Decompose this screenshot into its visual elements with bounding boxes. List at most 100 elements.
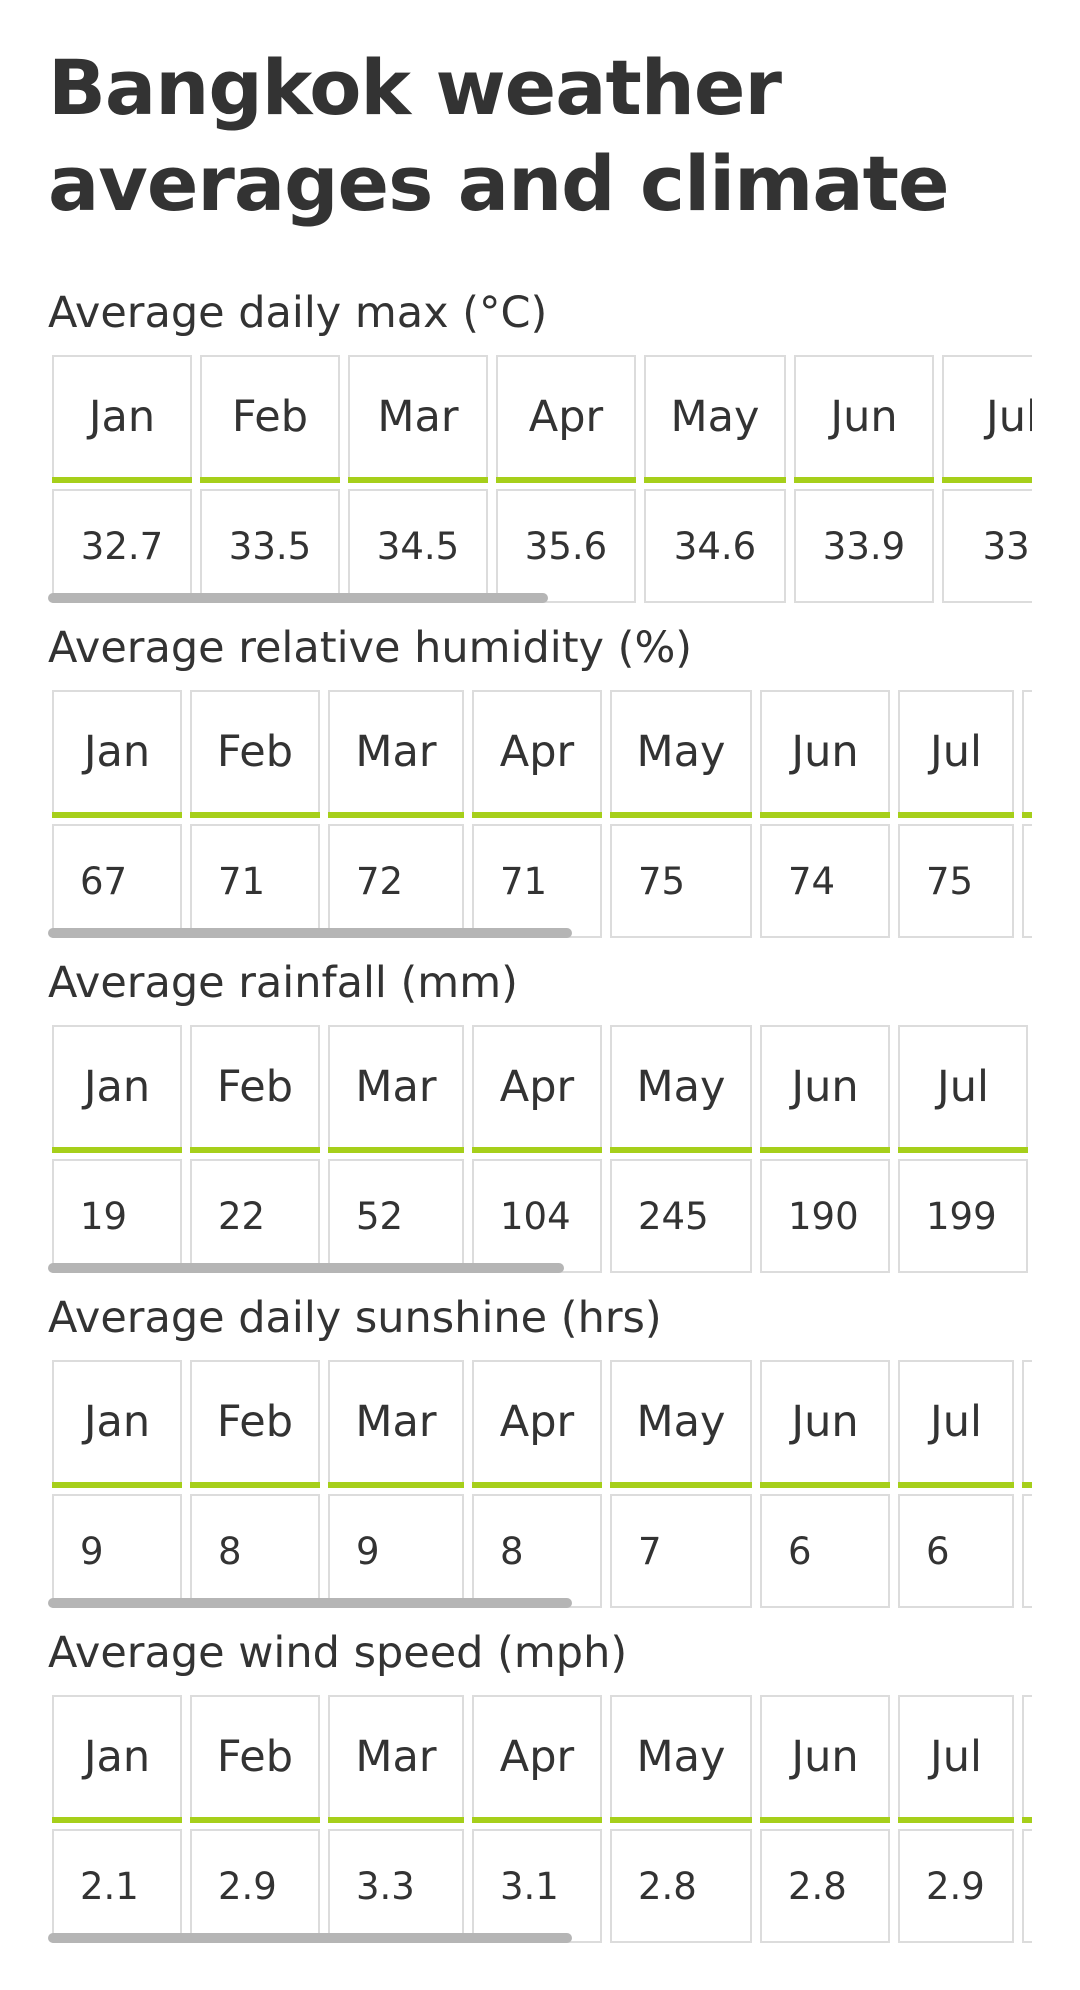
month-header-cell: May <box>610 1695 752 1817</box>
month-header-underline <box>496 477 636 483</box>
month-header-underline <box>1022 1817 1032 1823</box>
month-column: Jul 33. <box>942 355 1032 605</box>
month-table: Jan 19 Feb 22 Mar 52 Apr 104 May 245 Jun 190 Jul 199 <box>52 1025 1032 1275</box>
month-table: Jan 32.7 Feb 33.5 Mar 34.5 Apr 35.6 May 34.6 Jun 33… <box>52 355 1032 605</box>
section-heading: Average rainfall (mm) <box>48 958 518 1008</box>
month-column: Jun 190 <box>760 1025 890 1275</box>
month-column: Jul 2.9 <box>898 1695 1014 1945</box>
month-header-cell: Mar <box>328 1360 464 1482</box>
month-column: Apr 71 <box>472 690 602 940</box>
month-column: Mar 9 <box>328 1360 464 1610</box>
month-value-cell <box>1022 824 1032 938</box>
month-header-cell: Mar <box>328 1695 464 1817</box>
month-table: Jan 2.1 Feb 2.9 Mar 3.3 Apr 3.1 May 2.8 Jun 2.8 Jul 2… <box>52 1695 1032 1945</box>
month-header-cell: Feb <box>190 1025 320 1147</box>
month-column: Mar 72 <box>328 690 464 940</box>
month-header-cell: Jul <box>898 690 1014 812</box>
month-value-cell: 19 <box>52 1159 182 1273</box>
month-column: Feb 22 <box>190 1025 320 1275</box>
month-value-cell: 2.9 <box>190 1829 320 1943</box>
month-value-cell: 3.3 <box>328 1829 464 1943</box>
month-value-cell: 71 <box>190 824 320 938</box>
month-header-underline <box>328 1482 464 1488</box>
month-header-underline <box>644 477 786 483</box>
month-table-scroll-area[interactable]: Jan 9 Feb 8 Mar 9 Apr 8 May 7 Jun 6 Jul 6 <box>52 1360 1032 1610</box>
month-table-scroll-area[interactable]: Jan 2.1 Feb 2.9 Mar 3.3 Apr 3.1 May 2.8 Jun 2.8 Jul 2… <box>52 1695 1032 1945</box>
page-title: Bangkok weather averages and climate <box>48 43 950 228</box>
month-value-cell: 74 <box>760 824 890 938</box>
month-column: Jan 2.1 <box>52 1695 182 1945</box>
climate-section: Average wind speed (mph) Jan 2.1 Feb 2.9 Mar 3… <box>0 1625 1080 1955</box>
month-header-underline <box>190 1817 320 1823</box>
month-value-cell: 199 <box>898 1159 1028 1273</box>
month-value-cell: 8 <box>472 1494 602 1608</box>
month-value-cell: 33. <box>942 489 1032 603</box>
month-table-scroll-area[interactable]: Jan 32.7 Feb 33.5 Mar 34.5 Apr 35.6 May 34.6 Jun 33… <box>52 355 1032 605</box>
month-column: Jul 199 <box>898 1025 1028 1275</box>
month-value-cell: 75 <box>898 824 1014 938</box>
month-header-cell: May <box>644 355 786 477</box>
month-header-cell: Jan <box>52 1360 182 1482</box>
month-header-cell: Jun <box>760 1695 890 1817</box>
month-column: Mar 52 <box>328 1025 464 1275</box>
month-table-scroll-area[interactable]: Jan 19 Feb 22 Mar 52 Apr 104 May 245 Jun 190 Jul 199 <box>52 1025 1032 1275</box>
month-header-underline <box>328 812 464 818</box>
month-header-cell <box>1022 1695 1032 1817</box>
month-header-cell: Jun <box>760 690 890 812</box>
month-header-underline <box>760 1147 890 1153</box>
month-header-underline <box>200 477 340 483</box>
month-column: Apr 3.1 <box>472 1695 602 1945</box>
month-value-cell: 190 <box>760 1159 890 1273</box>
month-header-cell: Jun <box>794 355 934 477</box>
climate-section: Average daily sunshine (hrs) Jan 9 Feb 8 Mar 9… <box>0 1290 1080 1620</box>
month-value-cell: 2.9 <box>898 1829 1014 1943</box>
month-value-cell: 7 <box>610 1494 752 1608</box>
month-column: May 34.6 <box>644 355 786 605</box>
month-column: Feb 2.9 <box>190 1695 320 1945</box>
month-header-underline <box>472 812 602 818</box>
month-column: Feb 8 <box>190 1360 320 1610</box>
month-value-cell: 32.7 <box>52 489 192 603</box>
month-column: May 75 <box>610 690 752 940</box>
month-column <box>1022 690 1032 940</box>
climate-section: Average daily max (°C) Jan 32.7 Feb 33.5 Mar 3… <box>0 285 1080 615</box>
month-header-cell: Jan <box>52 355 192 477</box>
month-header-underline <box>610 812 752 818</box>
month-column <box>1022 1695 1032 1945</box>
month-column: May 245 <box>610 1025 752 1275</box>
month-header-underline <box>52 477 192 483</box>
horizontal-scrollbar[interactable] <box>48 1598 572 1608</box>
month-header-cell: May <box>610 690 752 812</box>
month-header-cell: Jan <box>52 1695 182 1817</box>
horizontal-scrollbar[interactable] <box>48 1933 572 1943</box>
month-header-underline <box>898 1482 1014 1488</box>
month-table-scroll-area[interactable]: Jan 67 Feb 71 Mar 72 Apr 71 May 75 Jun 74 Jul 75 <box>52 690 1032 940</box>
month-header-cell: Mar <box>348 355 488 477</box>
month-column: Apr 35.6 <box>496 355 636 605</box>
month-header-underline <box>610 1482 752 1488</box>
month-header-underline <box>760 812 890 818</box>
month-column: Jul 75 <box>898 690 1014 940</box>
month-column: May 2.8 <box>610 1695 752 1945</box>
month-value-cell: 2.1 <box>52 1829 182 1943</box>
month-value-cell: 67 <box>52 824 182 938</box>
month-header-cell: Feb <box>190 690 320 812</box>
horizontal-scrollbar[interactable] <box>48 593 548 603</box>
month-header-underline <box>1022 812 1032 818</box>
climate-section: Average relative humidity (%) Jan 67 Feb 71 M… <box>0 620 1080 950</box>
month-value-cell <box>1022 1829 1032 1943</box>
month-value-cell: 33.5 <box>200 489 340 603</box>
month-header-underline <box>760 1817 890 1823</box>
horizontal-scrollbar[interactable] <box>48 1263 564 1273</box>
month-header-underline <box>472 1482 602 1488</box>
month-value-cell: 2.8 <box>760 1829 890 1943</box>
month-value-cell: 35.6 <box>496 489 636 603</box>
month-header-cell: Apr <box>472 690 602 812</box>
month-value-cell: 6 <box>760 1494 890 1608</box>
month-header-underline <box>794 477 934 483</box>
section-heading: Average relative humidity (%) <box>48 623 693 673</box>
month-header-cell: Jul <box>898 1025 1028 1147</box>
horizontal-scrollbar[interactable] <box>48 928 572 938</box>
section-heading: Average daily max (°C) <box>48 288 548 338</box>
month-header-underline <box>942 477 1032 483</box>
